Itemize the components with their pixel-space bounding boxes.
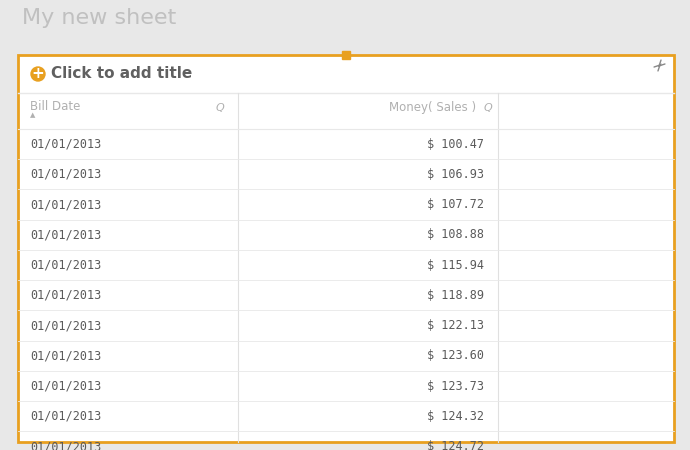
Text: 01/01/2013: 01/01/2013 bbox=[30, 138, 101, 151]
Bar bbox=[18, 55, 674, 442]
Text: ▲: ▲ bbox=[30, 112, 35, 118]
Text: Q: Q bbox=[484, 103, 493, 113]
Text: 01/01/2013: 01/01/2013 bbox=[30, 379, 101, 392]
Text: $ 118.89: $ 118.89 bbox=[427, 289, 484, 302]
Text: $ 106.93: $ 106.93 bbox=[427, 168, 484, 181]
Text: $ 108.88: $ 108.88 bbox=[427, 228, 484, 241]
Text: $ 115.94: $ 115.94 bbox=[427, 259, 484, 272]
Text: 01/01/2013: 01/01/2013 bbox=[30, 259, 101, 272]
Text: $ 123.60: $ 123.60 bbox=[427, 349, 484, 362]
Text: 01/01/2013: 01/01/2013 bbox=[30, 410, 101, 423]
Text: My new sheet: My new sheet bbox=[22, 8, 176, 28]
Circle shape bbox=[31, 67, 45, 81]
Text: 01/01/2013: 01/01/2013 bbox=[30, 198, 101, 211]
Text: $ 122.13: $ 122.13 bbox=[427, 319, 484, 332]
Text: $ 100.47: $ 100.47 bbox=[427, 138, 484, 151]
Text: 01/01/2013: 01/01/2013 bbox=[30, 440, 101, 450]
Text: +: + bbox=[32, 67, 44, 81]
Text: Q: Q bbox=[215, 103, 224, 113]
Text: $ 107.72: $ 107.72 bbox=[427, 198, 484, 211]
Text: Bill Date: Bill Date bbox=[30, 99, 80, 112]
Text: 01/01/2013: 01/01/2013 bbox=[30, 168, 101, 181]
Text: 01/01/2013: 01/01/2013 bbox=[30, 289, 101, 302]
Text: $ 124.32: $ 124.32 bbox=[427, 410, 484, 423]
Text: 01/01/2013: 01/01/2013 bbox=[30, 319, 101, 332]
Text: 01/01/2013: 01/01/2013 bbox=[30, 228, 101, 241]
Text: $ 124.72: $ 124.72 bbox=[427, 440, 484, 450]
Text: $ 123.73: $ 123.73 bbox=[427, 379, 484, 392]
Text: 01/01/2013: 01/01/2013 bbox=[30, 349, 101, 362]
Text: Money( Sales ): Money( Sales ) bbox=[389, 102, 476, 114]
Text: Click to add title: Click to add title bbox=[51, 67, 193, 81]
